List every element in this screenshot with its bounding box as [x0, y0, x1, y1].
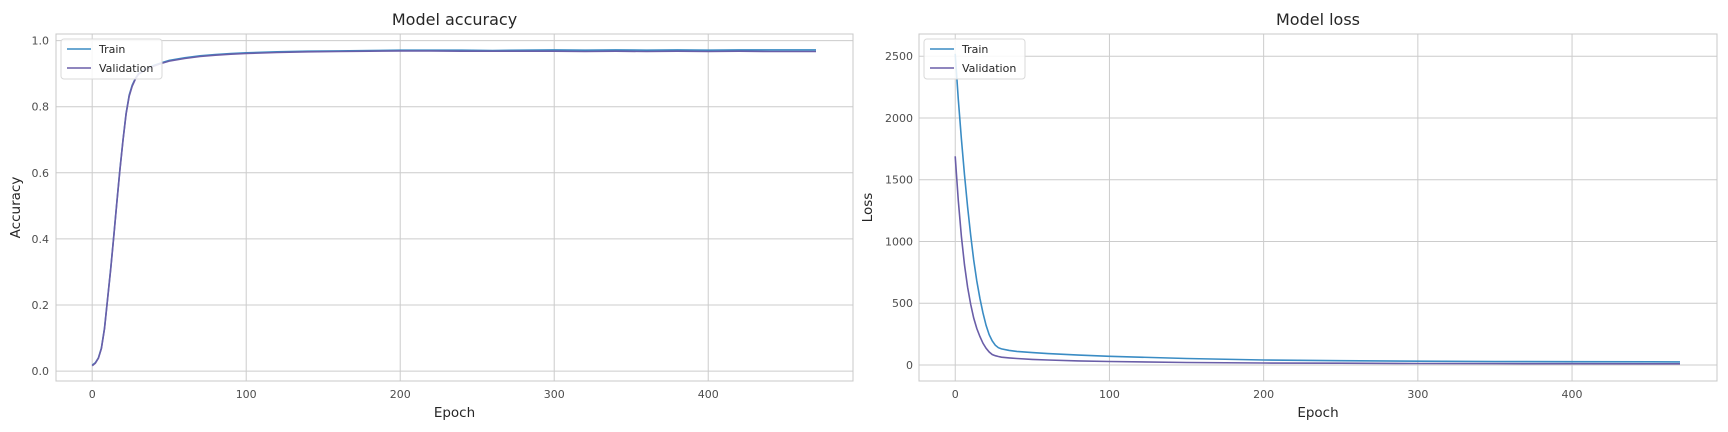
y-tick-label: 0.0	[32, 365, 50, 378]
y-tick-label: 0	[906, 359, 913, 372]
series-line-validation	[954, 156, 1681, 365]
legend-label: Validation	[962, 62, 1016, 75]
x-tick-label: 200	[390, 388, 411, 401]
y-tick-label: 0.6	[32, 167, 50, 180]
x-axis-label: Epoch	[434, 405, 475, 421]
x-tick-label: 100	[236, 388, 257, 401]
y-axis-label: Loss	[860, 193, 876, 223]
x-tick-label: 200	[1253, 388, 1274, 401]
y-tick-label: 0.2	[32, 299, 50, 312]
y-tick-label: 500	[892, 297, 913, 310]
x-tick-label: 300	[544, 388, 565, 401]
chart-accuracy: 0 100 200 300 400 0.0 0.2 0.4 0.6 0.8 1.0 Model acc…	[8, 10, 854, 421]
legend: Train Validation	[60, 38, 163, 80]
y-tick-label: 1000	[885, 235, 913, 248]
legend-label: Validation	[99, 62, 153, 75]
y-tick-label: 1.0	[32, 35, 50, 48]
plot-frame	[55, 33, 854, 382]
plot-frame	[918, 33, 1718, 382]
y-tick-label: 0.4	[32, 233, 50, 246]
legend-label: Train	[98, 43, 125, 56]
chart-title: Model accuracy	[392, 10, 517, 29]
chart-title: Model loss	[1276, 10, 1360, 29]
series-line-validation	[91, 50, 816, 367]
y-axis-label: Accuracy	[8, 177, 24, 239]
x-tick-label: 400	[698, 388, 719, 401]
x-tick-label: 100	[1099, 388, 1120, 401]
y-tick-label: 0.8	[32, 101, 50, 114]
y-tick-label: 1500	[885, 174, 913, 187]
chart-loss: 0 100 200 300 400 0 500 1000 1500 2000 2500 Model l…	[860, 10, 1718, 421]
x-tick-label: 400	[1562, 388, 1583, 401]
x-tick-label: 0	[89, 388, 96, 401]
y-tick-label: 2000	[885, 112, 913, 125]
y-tick-label: 2500	[885, 50, 913, 63]
series-line-train	[954, 53, 1681, 363]
legend-label: Train	[961, 43, 988, 56]
legend: Train Validation	[923, 38, 1026, 80]
series-line-train	[91, 49, 816, 366]
x-tick-label: 0	[952, 388, 959, 401]
x-axis-label: Epoch	[1297, 405, 1338, 421]
x-tick-label: 300	[1407, 388, 1428, 401]
